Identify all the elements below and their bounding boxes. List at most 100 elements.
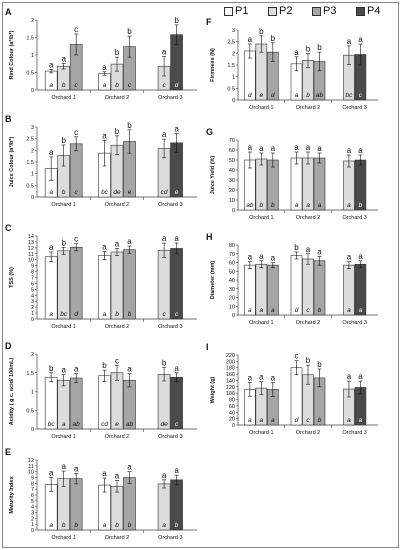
top-letter-h-p2-c2: a xyxy=(306,245,311,254)
x-tick-label-c-0: Orchard 1 xyxy=(51,324,75,330)
legend-swatch-p1 xyxy=(224,6,233,16)
y-tick-label-c-5: 5 xyxy=(31,287,34,293)
y-tick-label-e-12: 12 xyxy=(28,458,34,464)
bottom-letter-h-p2-c2: c xyxy=(306,307,310,314)
y-tick-label-e-4: 4 xyxy=(31,505,34,511)
y-tick-label-h-7: 70 xyxy=(229,252,235,258)
y-tick-label-e-2: 2 xyxy=(31,516,34,522)
bottom-letter-h-p3-c1: a xyxy=(271,307,275,314)
x-tick-label-h-2: Orchard 3 xyxy=(342,320,366,326)
top-letter-f-p1-c1: a xyxy=(248,35,253,44)
bottom-letter-c-p3-c1: d xyxy=(74,311,78,318)
y-tick-label-g-2: 20 xyxy=(229,188,235,194)
y-tick-label-h-2: 20 xyxy=(229,296,235,302)
y-tick-label-a-0: 0 xyxy=(31,88,34,94)
bottom-letter-i-p3-c2: b xyxy=(318,417,322,424)
x-tick-label-f-2: Orchard 3 xyxy=(342,105,366,111)
bottom-letter-e-p1-c1: a xyxy=(49,522,53,529)
y-tick-label-h-8: 80 xyxy=(229,243,235,249)
y-tick-label-f-2: 1 xyxy=(232,75,235,81)
y-tick-label-c-9: 9 xyxy=(31,264,34,270)
top-letter-c-p2-c3: a xyxy=(162,234,167,243)
top-letter-d-p3-c1: a xyxy=(74,365,79,374)
bar-c-p3-c1 xyxy=(69,246,83,320)
bottom-letter-a-p1-c2: a xyxy=(103,82,107,89)
top-letter-c-p3-c1: c xyxy=(74,235,78,244)
top-letter-d-p1-c2: b xyxy=(102,361,107,370)
y-tick-label-e-3: 3 xyxy=(31,511,34,517)
top-letter-g-p4-c3: a xyxy=(358,146,363,155)
y-axis-label-d: Acidity ( g c. acid/ 100mL) xyxy=(9,358,15,426)
x-tick-label-g-1: Orchard 2 xyxy=(296,215,320,221)
top-letter-a-p1-c1: a xyxy=(49,60,54,69)
x-tick-label-a-1: Orchard 2 xyxy=(105,95,129,101)
bottom-letter-h-p4-c3: a xyxy=(359,307,363,314)
y-tick-label-e-7: 7 xyxy=(31,487,34,493)
legend-label-p2: P2 xyxy=(279,5,293,17)
y-tick-label-f-0: 0 xyxy=(232,98,235,104)
bottom-letter-d-p2-c3: de xyxy=(160,421,168,428)
x-tick-label-c-2: Orchard 3 xyxy=(158,324,182,330)
top-letter-g-p1-c2: a xyxy=(294,143,299,152)
bottom-letter-c-p2-c1: bc xyxy=(60,311,68,318)
legend-label-p1: P1 xyxy=(235,5,249,17)
top-letter-b-p1-c2: a xyxy=(102,131,107,140)
panel-label-e: E xyxy=(5,447,11,457)
top-letter-g-p2-c1: a xyxy=(259,144,264,153)
y-axis-label-h: Diameter (mm) xyxy=(210,261,216,300)
bar-c-p1-c2 xyxy=(98,255,111,320)
y-tick-label-c-8: 8 xyxy=(31,270,34,276)
bottom-letter-e-p4-c3: b xyxy=(175,522,179,529)
bottom-letter-a-p2-c3: c xyxy=(162,82,166,89)
top-letter-d-p2-c3: b xyxy=(162,359,167,368)
y-tick-label-i-6: 120 xyxy=(226,385,235,391)
y-tick-label-d-4: 2 xyxy=(31,352,34,358)
y-tick-label-d-0: 0 xyxy=(31,427,34,433)
y-tick-label-c-6: 6 xyxy=(31,281,34,287)
bottom-letter-i-p1-c2: d xyxy=(295,417,299,424)
x-tick-label-b-0: Orchard 1 xyxy=(51,202,75,208)
y-tick-label-d-3: 1.5 xyxy=(26,371,34,377)
bottom-letter-c-p4-c3: c xyxy=(175,311,179,318)
y-tick-label-c-12: 12 xyxy=(28,246,34,252)
x-tick-label-h-1: Orchard 2 xyxy=(296,320,320,326)
bar-c-p4-c3 xyxy=(170,248,183,320)
y-tick-label-a-4: 2 xyxy=(31,18,34,24)
top-letter-c-p2-c2: a xyxy=(115,239,120,248)
x-tick-label-h-0: Orchard 1 xyxy=(249,320,273,326)
top-letter-d-p3-c2: a xyxy=(127,365,132,374)
x-tick-label-e-2: Orchard 3 xyxy=(158,535,182,541)
y-tick-label-i-5: 100 xyxy=(226,391,235,397)
bottom-letter-e-p3-c1: b xyxy=(74,522,78,529)
x-tick-label-e-0: Orchard 1 xyxy=(51,535,75,541)
bottom-letter-i-p3-c1: a xyxy=(271,417,275,424)
y-axis-label-a: Rind Colour (a*/b*) xyxy=(9,30,15,79)
y-tick-label-f-4: 2 xyxy=(232,51,235,57)
bottom-letter-b-p2-c2: de xyxy=(113,189,121,196)
top-letter-h-p2-c1: a xyxy=(259,252,264,261)
y-tick-label-b-1: 0.5 xyxy=(26,183,34,189)
bottom-letter-a-p2-c2: b xyxy=(115,82,119,89)
y-tick-label-b-6: 3 xyxy=(31,125,34,131)
y-tick-label-b-2: 1 xyxy=(31,172,34,178)
top-letter-f-p2-c2: b xyxy=(306,44,311,53)
y-axis-label-g: Juice Yield (%) xyxy=(210,156,216,195)
bottom-letter-i-p1-c1: a xyxy=(248,417,252,424)
bottom-letter-f-p2-c1: e xyxy=(260,92,264,99)
legend-item-p3: P3 xyxy=(312,4,336,18)
y-tick-label-h-1: 10 xyxy=(229,304,235,310)
bottom-letter-i-p2-c1: a xyxy=(260,417,264,424)
bottom-letter-c-p3-c2: b xyxy=(128,311,132,318)
y-tick-label-f-5: 2.5 xyxy=(227,40,235,46)
y-tick-label-g-1: 10 xyxy=(229,198,235,204)
top-letter-h-p2-c3: a xyxy=(347,253,352,262)
y-tick-label-c-3: 3 xyxy=(31,299,34,305)
bottom-letter-a-p3-c2: c xyxy=(128,82,132,89)
legend-swatch-p3 xyxy=(312,6,321,16)
y-tick-label-b-3: 1.5 xyxy=(26,160,34,166)
y-tick-label-g-4: 40 xyxy=(229,168,235,174)
bottom-letter-d-p3-c2: ab xyxy=(126,421,134,428)
top-letter-e-p2-c2: a xyxy=(115,471,120,480)
top-letter-f-p2-c3: a xyxy=(347,37,352,46)
